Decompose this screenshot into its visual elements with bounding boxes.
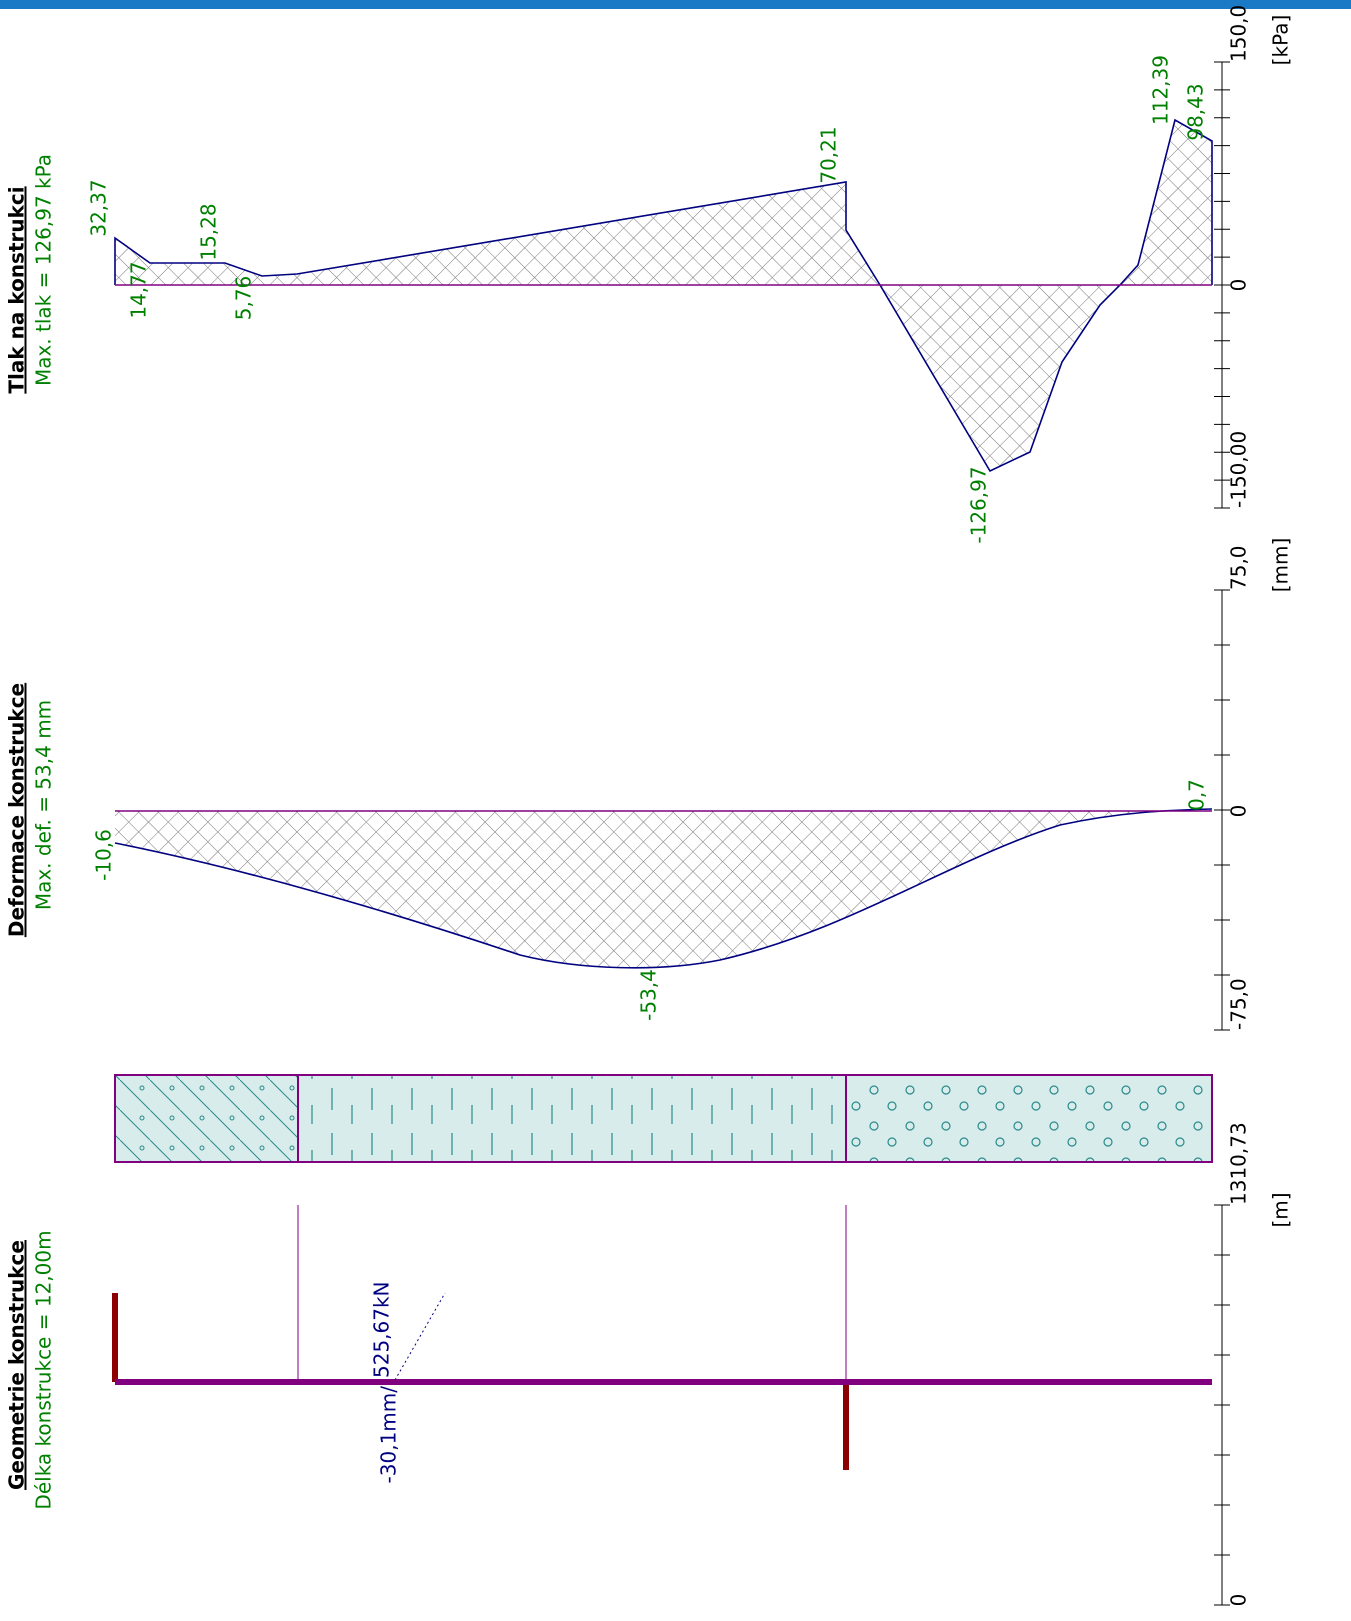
soil-layer — [115, 1075, 298, 1162]
panel-title: Geometrie konstrukce — [5, 1240, 29, 1490]
anchor — [395, 1293, 445, 1380]
value-label: -126,97 — [967, 466, 991, 543]
deformation-area — [115, 809, 1212, 968]
value-label: 32,37 — [87, 179, 111, 236]
value-label: -10,6 — [92, 829, 116, 881]
axis-label: -150,00 — [1227, 431, 1251, 508]
page: Geometrie konstrukceDélka konstrukce = 1… — [0, 0, 1351, 1621]
value-label: 5,76 — [232, 276, 256, 321]
axis-label: 0 — [1227, 279, 1251, 292]
axis-label: -75,0 — [1227, 978, 1251, 1030]
axis-label: 75,0 — [1227, 545, 1251, 590]
soil-layer — [846, 1075, 1212, 1162]
axis-unit: [kPa] — [1269, 15, 1293, 66]
panel-title: Tlak na konstrukci — [5, 186, 29, 393]
pressure-area — [115, 120, 1212, 471]
panel-subtitle: Max. tlak = 126,97 kPa — [32, 154, 56, 386]
value-label: 0,7 — [1185, 779, 1209, 811]
panel-subtitle: Max. def. = 53,4 mm — [32, 700, 56, 910]
axis-label: 0 — [1227, 1594, 1251, 1607]
top-bar — [0, 0, 1351, 9]
value-label: 112,39 — [1149, 55, 1173, 125]
value-label: -53,4 — [637, 969, 661, 1021]
axis-unit: [m] — [1269, 1192, 1293, 1227]
panel-title: Deformace konstrukce — [5, 683, 29, 937]
value-label: 14,77 — [127, 261, 151, 318]
value-label: 70,21 — [817, 126, 841, 183]
axis-label: 1310,73 — [1227, 1122, 1251, 1205]
value-label: 98,43 — [1184, 83, 1208, 140]
axis-label: 0 — [1227, 805, 1251, 818]
value-label: 15,28 — [197, 203, 221, 260]
panel-subtitle: Délka konstrukce = 12,00m — [32, 1230, 56, 1509]
axis-unit: [mm] — [1269, 538, 1293, 593]
axis-label: 150,0 — [1227, 5, 1251, 62]
anchor-force: 525,67kN — [370, 1281, 394, 1378]
anchor-displacement: -30,1mm/ — [377, 1386, 401, 1484]
soil-layer — [298, 1075, 846, 1162]
